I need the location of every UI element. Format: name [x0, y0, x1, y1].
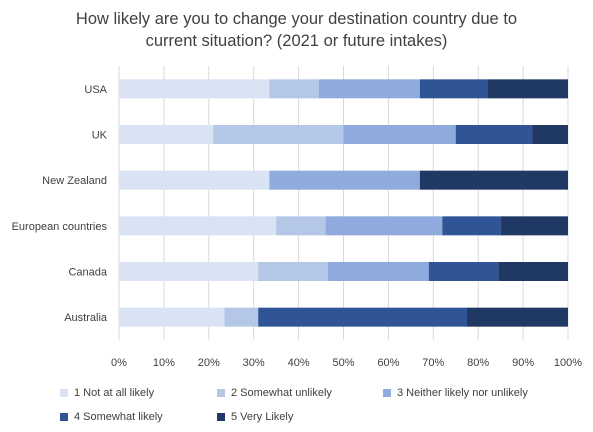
category-label: New Zealand [42, 175, 107, 187]
bar-segment [258, 262, 328, 281]
x-tick-labels: 0% 10% 20% 30% 40% 50% 60% 70% 80% 90% 100% [111, 357, 582, 369]
legend-item: 5 Very Likely [217, 411, 293, 423]
bar-segment [325, 216, 443, 236]
bar-segment [258, 307, 467, 327]
chart-title-line-2: current situation? (2021 or future intak… [145, 32, 448, 50]
chart-title: How likely are you to change your destin… [0, 8, 593, 52]
legend-item: 4 Somewhat likely [60, 411, 163, 423]
legend-label: 3 Neither likely nor unlikely [397, 387, 528, 399]
category-label: European countries [12, 221, 108, 233]
category-label: Canada [68, 267, 107, 279]
bar-segment [327, 262, 429, 281]
stacked-bar-chart: USA UK New Zealand European countries Canada… [12, 66, 582, 369]
x-tick-label: 30% [243, 357, 265, 369]
category-label: UK [92, 130, 108, 142]
category-labels: USA UK New Zealand European countries Canada… [12, 84, 108, 324]
x-tick-label: 10% [153, 357, 175, 369]
category-label: USA [84, 84, 107, 96]
legend-label: 2 Somewhat unlikely [231, 387, 332, 399]
bar-segment [343, 125, 456, 144]
bar-segment [276, 216, 326, 236]
bar-segment [498, 262, 568, 281]
legend-item: 1 Not at all likely [60, 387, 154, 399]
legend-swatch [60, 413, 68, 421]
x-tick-label: 20% [198, 357, 220, 369]
bar-segment [318, 79, 420, 99]
x-tick-label: 90% [512, 357, 534, 369]
gridlines [118, 66, 569, 340]
x-tick-label: 70% [422, 357, 444, 369]
x-tick-label: 40% [288, 357, 310, 369]
legend-label: 1 Not at all likely [74, 387, 155, 399]
legend-swatch [217, 413, 225, 421]
legend: 1 Not at all likely 2 Somewhat unlikely 3 … [0, 380, 593, 430]
bar-segment [532, 125, 568, 144]
bar-segment [269, 79, 319, 99]
bar-segment [119, 307, 225, 327]
bar-segment [428, 262, 499, 281]
bar-segment [442, 216, 501, 236]
category-label: Australia [64, 312, 108, 324]
chart-title-line-1: How likely are you to change your destin… [75, 10, 518, 28]
bar-segment [419, 79, 488, 99]
bar-segment [500, 216, 568, 236]
bars [119, 79, 568, 327]
bar-segment [487, 79, 568, 99]
x-tick-label: 50% [332, 357, 354, 369]
legend-swatch [217, 389, 225, 397]
bar-segment [269, 170, 420, 190]
legend-item: 2 Somewhat unlikely [217, 387, 332, 399]
legend-label: 5 Very Likely [231, 411, 294, 423]
bar-segment [119, 79, 270, 99]
bar-segment [455, 125, 533, 144]
bar-segment [419, 170, 568, 190]
bar-segment [119, 216, 277, 236]
legend-swatch [383, 389, 391, 397]
legend-swatch [60, 389, 68, 397]
bar-segment [119, 125, 214, 144]
bar-segment [466, 307, 568, 327]
bar-segment [119, 170, 270, 190]
x-tick-label: 100% [554, 357, 582, 369]
legend-item: 3 Neither likely nor unlikely [383, 387, 528, 399]
bar-segment [224, 307, 259, 327]
bar-segment [213, 125, 344, 144]
x-tick-label: 80% [467, 357, 489, 369]
x-tick-label: 60% [377, 357, 399, 369]
legend-label: 4 Somewhat likely [74, 411, 163, 423]
bar-segment [119, 262, 259, 281]
x-tick-label: 0% [111, 357, 127, 369]
